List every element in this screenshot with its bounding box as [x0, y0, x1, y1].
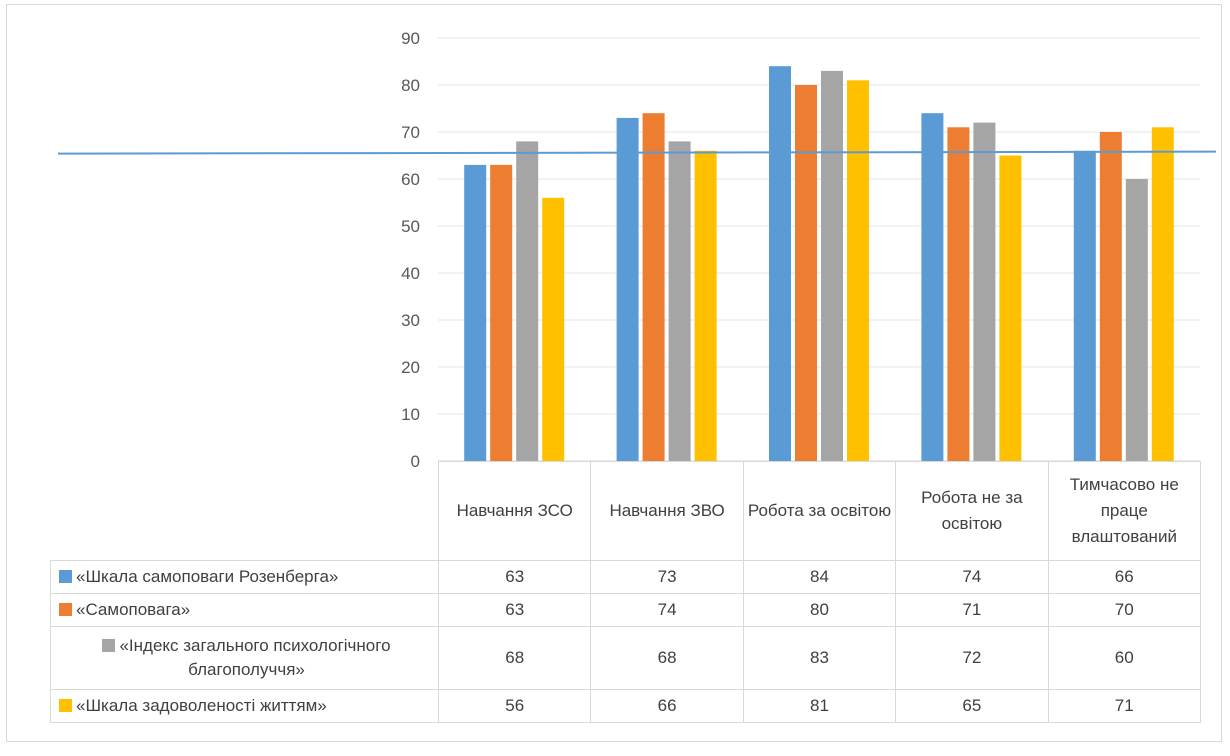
data-value-cell: 81 — [742, 689, 897, 723]
data-value-cell: 74 — [590, 593, 744, 627]
bar — [1125, 179, 1148, 461]
data-value-cell: 71 — [895, 593, 1049, 627]
reference-line-layer — [57, 150, 1217, 155]
y-tick-label: 30 — [401, 311, 420, 330]
table-row: «Індекс загального психологічного благоп… — [50, 626, 1201, 690]
data-value-cell: 68 — [590, 626, 744, 690]
data-value-cell: 66 — [1047, 560, 1201, 594]
legend-swatch — [59, 699, 72, 712]
table-row: «Шкала самоповаги Розенберга» 63 73 84 74 66 — [50, 560, 1201, 594]
bar — [694, 150, 717, 462]
series-name: «Шкала задоволеності життям» — [76, 696, 327, 715]
y-tick-label: 20 — [401, 358, 420, 377]
bar — [795, 85, 817, 461]
category-label: Навчання ЗВО — [590, 461, 744, 561]
bar — [921, 113, 944, 461]
series-legend-cell: «Самоповага» — [50, 593, 439, 627]
y-tick-label: 80 — [401, 76, 420, 95]
y-tick-label: 60 — [401, 170, 420, 189]
data-value-cell: 60 — [1047, 626, 1201, 690]
category-label: Навчання ЗСО — [437, 461, 592, 561]
y-tick-label: 40 — [401, 264, 420, 283]
table-row: «Шкала задоволеності життям» 56 66 81 65 71 — [50, 689, 1201, 723]
data-value-cell: 65 — [895, 689, 1049, 723]
y-tick-label: 10 — [401, 405, 420, 424]
bar — [642, 113, 665, 461]
bar — [1099, 132, 1122, 461]
series-legend-cell: «Індекс загального психологічного благоп… — [50, 626, 439, 690]
bar — [668, 141, 691, 461]
bars — [464, 66, 1174, 462]
bar — [1151, 127, 1174, 462]
bar — [973, 122, 996, 461]
bar — [947, 127, 970, 462]
table-header-row: Навчання ЗСО Навчання ЗВО Робота за освіто… — [51, 461, 1201, 561]
table-corner — [51, 462, 439, 561]
data-value-cell: 84 — [742, 560, 897, 594]
legend-swatch — [59, 570, 72, 583]
data-value-cell: 56 — [437, 689, 592, 723]
y-axis-ticks: 0 10 20 30 40 50 60 70 80 90 — [401, 29, 420, 471]
data-value-cell: 74 — [895, 560, 1049, 594]
chart-frame — [6, 4, 1222, 742]
data-value-cell: 66 — [590, 689, 744, 723]
table-row: «Самоповага» 63 74 80 71 70 — [50, 593, 1201, 627]
data-value-cell: 70 — [1047, 593, 1201, 627]
data-table: Навчання ЗСО Навчання ЗВО Робота за освіто… — [50, 461, 1201, 723]
series-legend-cell: «Шкала задоволеності життям» — [50, 689, 439, 723]
data-value-cell: 72 — [895, 626, 1049, 690]
bar — [821, 70, 843, 462]
data-value-cell: 80 — [742, 593, 897, 627]
bar — [516, 141, 539, 461]
bar — [464, 164, 487, 461]
category-label: Тимчасово не праце влаштований — [1047, 461, 1201, 561]
data-value-cell: 63 — [437, 560, 592, 594]
y-tick-label: 50 — [401, 217, 420, 236]
bar — [490, 164, 513, 461]
y-tick-label: 0 — [411, 452, 420, 471]
category-label: Робота не за освітою — [895, 461, 1049, 561]
bar — [1073, 150, 1096, 462]
data-value-cell: 73 — [590, 560, 744, 594]
bar — [847, 80, 869, 462]
bar — [769, 66, 791, 461]
legend-swatch — [59, 603, 72, 616]
series-name: «Індекс загального психологічного благоп… — [119, 636, 391, 679]
bar — [999, 155, 1022, 461]
legend-swatch — [102, 639, 116, 652]
series-name: «Самоповага» — [76, 600, 191, 619]
bar — [616, 117, 639, 462]
series-name: «Шкала самоповаги Розенберга» — [76, 567, 339, 586]
category-label: Робота за освітою — [742, 461, 897, 561]
series-legend-cell: «Шкала самоповаги Розенберга» — [50, 560, 439, 594]
y-tick-label: 70 — [401, 123, 420, 142]
y-tick-label: 90 — [401, 29, 420, 48]
bar — [542, 197, 565, 462]
data-value-cell: 71 — [1047, 689, 1201, 723]
data-value-cell: 68 — [437, 626, 592, 690]
data-value-cell: 83 — [742, 626, 897, 690]
data-value-cell: 63 — [437, 593, 592, 627]
reference-line — [57, 150, 1217, 155]
